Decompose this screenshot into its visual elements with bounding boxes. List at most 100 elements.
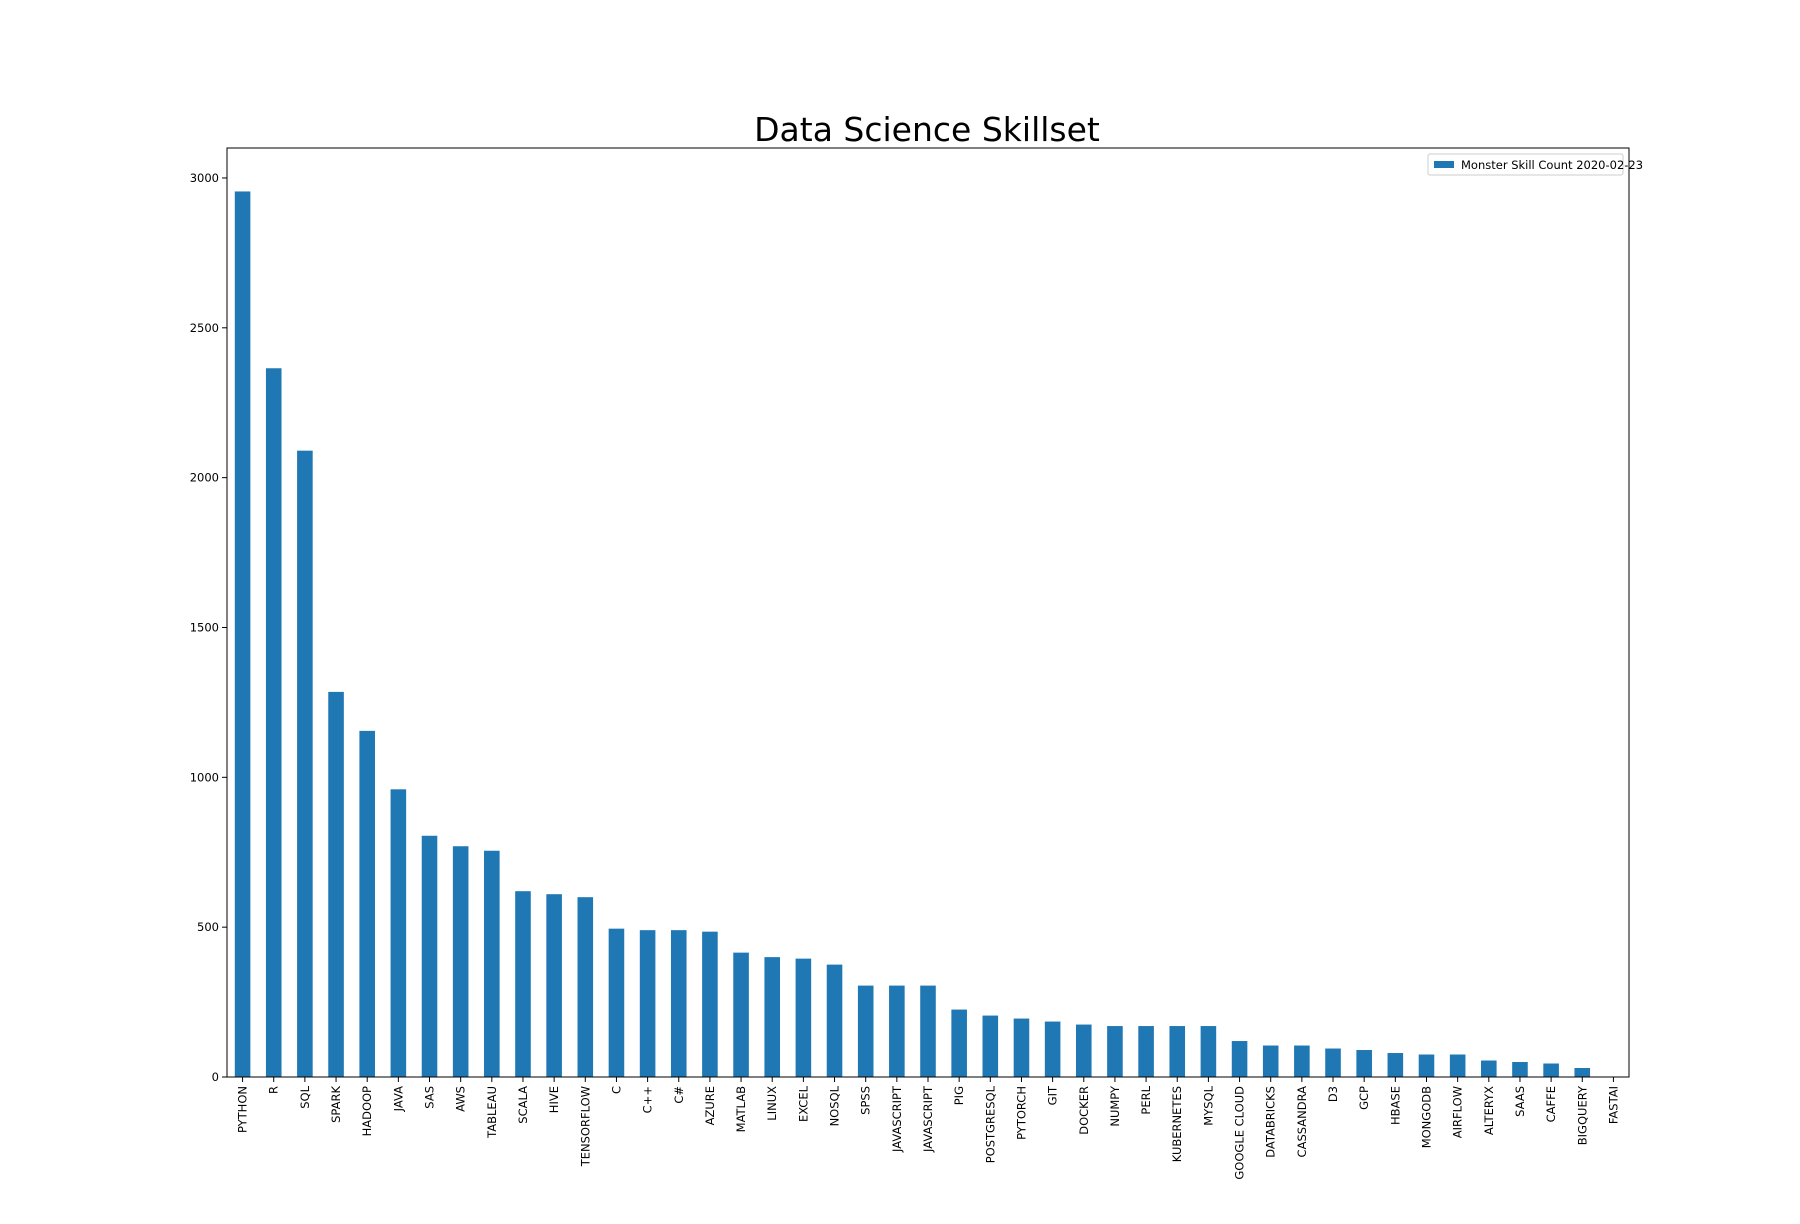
bar-mysql-31 [1200, 1026, 1217, 1077]
bar-sql-2 [297, 450, 313, 1077]
bar-c-14 [670, 930, 687, 1077]
bar-azure-15 [702, 931, 718, 1077]
y-axis: 0 500 1000 1500 2000 2500 3000 [190, 171, 227, 1084]
x-tick-label: MONGODB [1419, 1086, 1433, 1148]
x-tick-label: C++ [641, 1086, 655, 1113]
x-tick-label: POSTGRESQL [983, 1085, 997, 1163]
bar-numpy-28 [1107, 1026, 1123, 1077]
bar-matlab-16 [733, 952, 749, 1077]
bar-git-26 [1044, 1021, 1061, 1077]
x-tick-label: GOOGLE CLOUD [1233, 1086, 1247, 1180]
plot-frame [226, 147, 1630, 1078]
x-tick-label: GCP [1357, 1086, 1371, 1110]
x-tick-label: SQL [298, 1085, 312, 1108]
bar-perl-29 [1138, 1026, 1154, 1077]
x-tick-label: DOCKER [1077, 1086, 1091, 1135]
bar-cassandra-34 [1294, 1045, 1310, 1077]
x-tick-label: EXCEL [796, 1085, 810, 1122]
x-tick-label: AWS [454, 1086, 468, 1112]
y-tick-label: 0 [212, 1070, 219, 1084]
x-tick-label: JAVASCRIPT [921, 1085, 935, 1153]
legend-label: Monster Skill Count 2020-02-23 [1461, 158, 1643, 172]
bar-hbase-37 [1387, 1053, 1404, 1077]
x-tick-label: SAAS [1513, 1086, 1527, 1117]
bar-excel-18 [795, 958, 812, 1077]
bar-postgresql-24 [982, 1015, 999, 1077]
legend: Monster Skill Count 2020-02-23 [1427, 153, 1643, 176]
bar-kubernetes-30 [1169, 1026, 1186, 1077]
y-tick-label: 3000 [190, 171, 219, 185]
bars-group [234, 191, 1591, 1077]
x-tick-label: JAVASCRIPT [890, 1085, 904, 1153]
x-tick-label: FASTAI [1606, 1086, 1620, 1124]
x-tick-label: SAS [423, 1086, 437, 1109]
x-tick-label: JAVA [391, 1086, 405, 1112]
y-tick-label: 2500 [190, 321, 219, 335]
x-tick-label: D3 [1326, 1086, 1340, 1102]
x-tick-label: SPARK [329, 1086, 343, 1123]
x-tick-label: GIT [1046, 1085, 1060, 1105]
bar-aws-7 [452, 846, 469, 1077]
x-tick-label: LINUX [765, 1086, 779, 1121]
x-tick-label: PERL [1139, 1085, 1153, 1114]
bar-tensorflow-11 [577, 897, 594, 1077]
x-tick-label: KUBERNETES [1170, 1086, 1184, 1162]
x-tick-label: MYSQL [1201, 1085, 1215, 1125]
legend-swatch [1434, 161, 1454, 168]
y-tick-label: 1500 [190, 620, 219, 634]
x-tick-label: PYTHON [236, 1086, 250, 1133]
x-tick-label: HADOOP [360, 1086, 374, 1136]
x-tick-label: C [609, 1086, 623, 1094]
x-tick-label: SCALA [516, 1086, 530, 1124]
bar-nosql-19 [826, 964, 843, 1077]
bar-google-cloud-32 [1231, 1041, 1248, 1077]
bar-spss-20 [857, 985, 874, 1077]
bar-linux-17 [764, 957, 781, 1077]
bar-r-1 [265, 368, 282, 1077]
x-tick-label: HBASE [1388, 1086, 1402, 1125]
x-tick-label: SPSS [859, 1086, 873, 1115]
y-tick-label: 2000 [190, 471, 219, 485]
x-tick-label: CASSANDRA [1295, 1086, 1309, 1158]
legend-box [1427, 153, 1624, 176]
bar-c-12 [608, 928, 625, 1077]
x-tick-label: MATLAB [734, 1086, 748, 1132]
bar-d3-35 [1325, 1048, 1341, 1077]
bar-hive-10 [546, 894, 562, 1077]
bar-scala-9 [515, 891, 531, 1077]
x-tick-label: ALTERYX [1482, 1086, 1496, 1135]
x-tick-label: R [267, 1086, 281, 1094]
bar-python-0 [234, 191, 251, 1077]
x-tick-label: AIRFLOW [1451, 1086, 1465, 1138]
bar-spark-3 [328, 691, 344, 1077]
bar-caffe-42 [1543, 1063, 1559, 1077]
bar-airflow-39 [1449, 1054, 1466, 1077]
x-tick-label: DATABRICKS [1264, 1086, 1278, 1158]
bar-bigquery-43 [1574, 1068, 1591, 1077]
x-tick-label: AZURE [703, 1086, 717, 1125]
x-tick-label: HIVE [547, 1086, 561, 1113]
bar-javascript-22 [920, 985, 936, 1077]
x-axis: PYTHON R SQL SPARK HADOOP JAVA SAS AWS TABLEAU SC… [236, 1077, 1620, 1180]
x-tick-label: NOSQL [828, 1085, 842, 1126]
x-tick-label: BIGQUERY [1575, 1085, 1589, 1145]
x-tick-label: CAFFE [1544, 1086, 1558, 1122]
x-tick-label: C# [672, 1086, 686, 1104]
bar-pig-23 [951, 1009, 967, 1077]
x-tick-label: TENSORFLOW [578, 1086, 592, 1167]
bar-hadoop-4 [359, 730, 375, 1077]
x-tick-label: NUMPY [1108, 1085, 1122, 1127]
bar-saas-41 [1512, 1062, 1528, 1077]
y-tick-label: 1000 [190, 770, 219, 784]
bar-databricks-33 [1262, 1045, 1279, 1077]
bar-sas-6 [421, 835, 438, 1077]
bar-docker-27 [1075, 1024, 1092, 1077]
bar-c-13 [639, 930, 656, 1077]
bar-java-5 [390, 789, 407, 1077]
bar-tableau-8 [484, 850, 500, 1077]
bar-javascript-21 [889, 985, 905, 1077]
bar-gcp-36 [1356, 1050, 1372, 1077]
x-tick-label: TABLEAU [485, 1086, 499, 1139]
bar-pytorch-25 [1013, 1018, 1030, 1077]
